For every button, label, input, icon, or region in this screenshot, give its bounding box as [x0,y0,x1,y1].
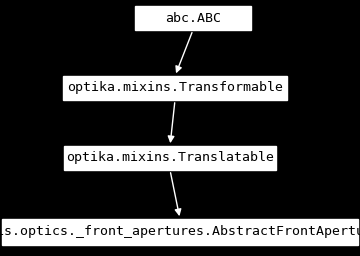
Text: optika.mixins.Transformable: optika.mixins.Transformable [67,81,283,94]
Text: abc.ABC: abc.ABC [165,12,221,25]
Text: esis.optics._front_apertures.AbstractFrontAperture: esis.optics._front_apertures.AbstractFro… [0,226,360,239]
FancyBboxPatch shape [135,6,251,30]
FancyBboxPatch shape [2,219,358,245]
FancyBboxPatch shape [63,76,287,100]
FancyBboxPatch shape [64,146,276,170]
Text: optika.mixins.Translatable: optika.mixins.Translatable [66,152,274,165]
